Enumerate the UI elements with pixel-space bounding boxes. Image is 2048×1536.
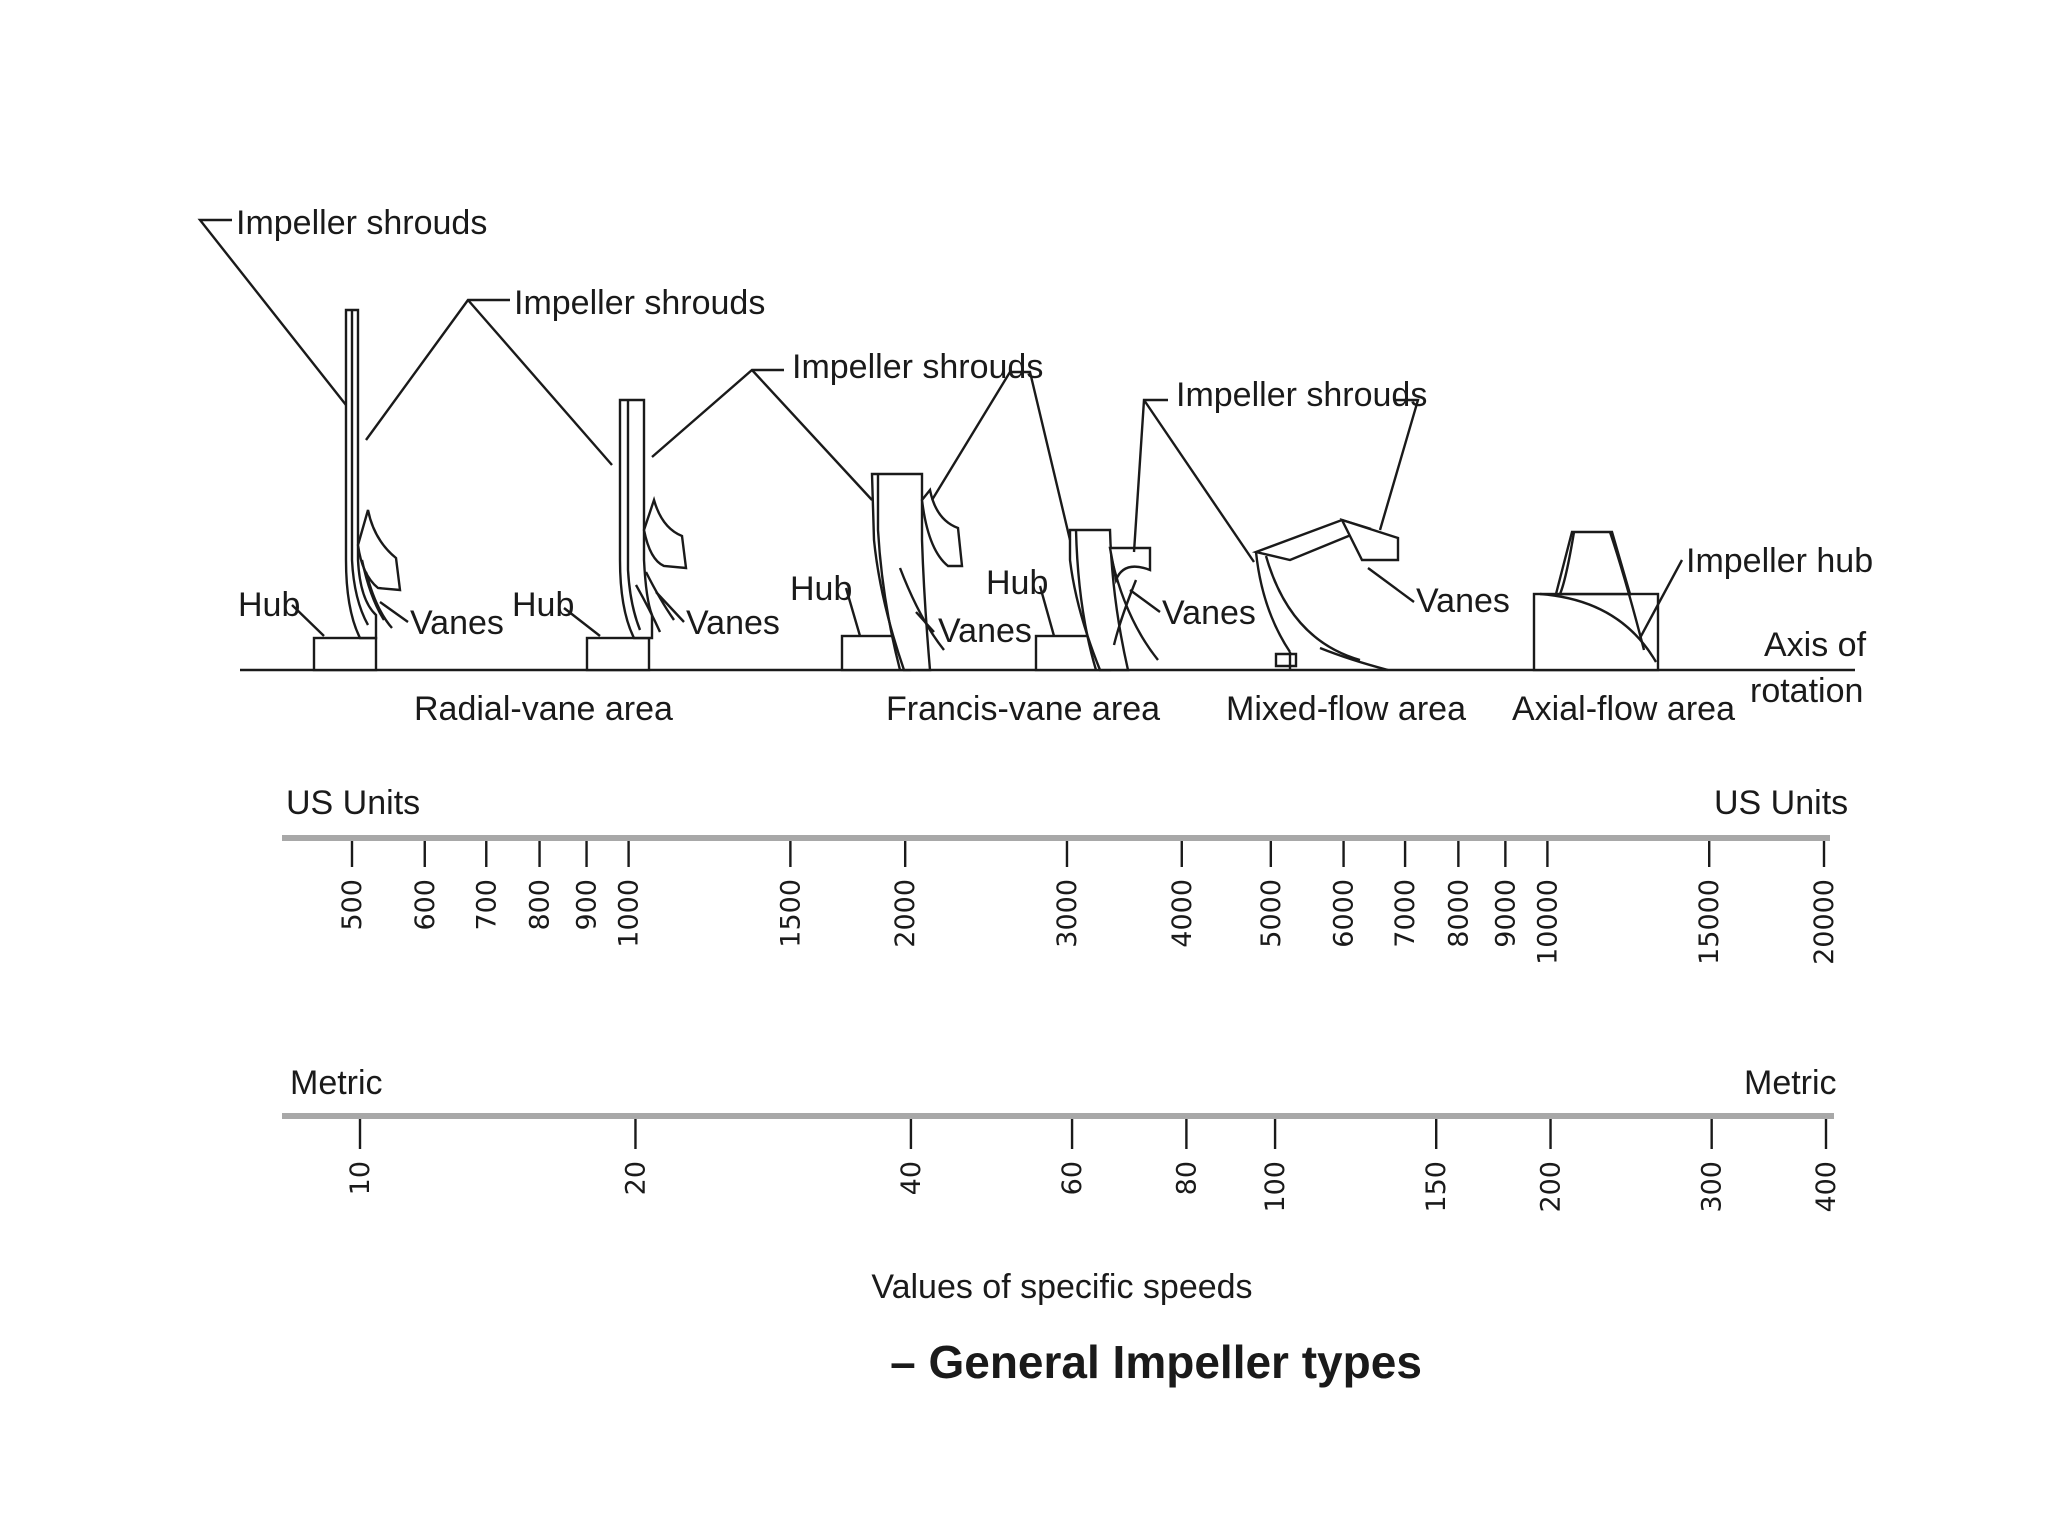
label-hub: Hub xyxy=(986,564,1048,602)
label-vanes: Vanes xyxy=(1162,594,1256,632)
area-axial-flow: Axial-flow area xyxy=(1512,690,1735,728)
us-units-label-right: US Units xyxy=(1714,784,1848,822)
area-radial-vane: Radial-vane area xyxy=(414,690,673,728)
scale-tick-label: 5000 xyxy=(1256,879,1287,948)
label-vanes: Vanes xyxy=(686,604,780,642)
scale-tick-label: 150 xyxy=(1421,1161,1452,1213)
label-vanes: Vanes xyxy=(1416,582,1510,620)
impeller-radial-2 xyxy=(585,398,688,672)
label-hub: Hub xyxy=(238,586,300,624)
scale-tick-label: 10000 xyxy=(1532,879,1563,965)
scale-tick-label: 40 xyxy=(896,1161,927,1195)
scale-tick-label: 500 xyxy=(337,879,368,931)
scale-tick-label: 300 xyxy=(1697,1161,1728,1213)
scale-tick-label: 800 xyxy=(525,879,556,931)
label-impeller-shrouds: Impeller shrouds xyxy=(1176,376,1427,414)
label-impeller-shrouds: Impeller shrouds xyxy=(514,284,765,322)
scale-tick-label: 1500 xyxy=(775,879,806,948)
us-units-label-left: US Units xyxy=(286,784,420,822)
metric-ticks: 10 20 40 60 80 100 150 200 300 400 xyxy=(345,1119,1842,1213)
label-impeller-shrouds: Impeller shrouds xyxy=(236,204,487,242)
scale-tick-label: 700 xyxy=(471,879,502,931)
impeller-francis-wide xyxy=(1034,528,1159,672)
scale-tick-label: 3000 xyxy=(1052,879,1083,948)
label-vanes: Vanes xyxy=(938,612,1032,650)
scale-tick-label: 8000 xyxy=(1443,879,1474,948)
metric-label-right: Metric xyxy=(1744,1064,1837,1102)
label-hub: Hub xyxy=(790,570,852,608)
impeller-axial-flow xyxy=(1532,530,1660,672)
label-axis-of: Axis of xyxy=(1764,626,1867,664)
scale-tick-label: 9000 xyxy=(1490,879,1521,948)
label-rotation: rotation xyxy=(1750,672,1863,710)
scale-tick-label: 6000 xyxy=(1329,879,1360,948)
scale-tick-label: 4000 xyxy=(1167,879,1198,948)
scale-tick-label: 20000 xyxy=(1809,879,1840,965)
scale-tick-label: 400 xyxy=(1811,1161,1842,1213)
scale-tick-label: 20 xyxy=(620,1161,651,1195)
leader-lines xyxy=(197,218,1684,639)
impeller-francis xyxy=(840,472,964,672)
label-impeller-shrouds: Impeller shrouds xyxy=(792,348,1043,386)
scale-tick-label: 900 xyxy=(572,879,603,931)
scale-tick-label: 15000 xyxy=(1694,879,1725,965)
area-francis-vane: Francis-vane area xyxy=(886,690,1160,728)
impeller-radial-1 xyxy=(312,308,402,672)
impeller-mixed-flow xyxy=(1251,517,1400,672)
scale-tick-label: 10 xyxy=(345,1161,376,1195)
label-vanes: Vanes xyxy=(410,604,504,642)
label-impeller-hub: Impeller hub xyxy=(1686,542,1873,580)
scale-tick-label: 2000 xyxy=(890,879,921,948)
scale-tick-label: 200 xyxy=(1536,1161,1567,1213)
scale-tick-label: 7000 xyxy=(1390,879,1421,948)
scale-tick-label: 60 xyxy=(1057,1161,1088,1195)
figure-title: – General Impeller types xyxy=(890,1336,1422,1388)
scale-tick-label: 100 xyxy=(1260,1161,1291,1213)
scale-tick-label: 80 xyxy=(1171,1161,1202,1195)
area-mixed-flow: Mixed-flow area xyxy=(1226,690,1466,728)
scale-tick-label: 600 xyxy=(410,879,441,931)
caption-specific-speeds: Values of specific speeds xyxy=(871,1268,1252,1306)
us-units-ticks: 500 600 700 800 900 1000 1500 2000 3000 4000 5000 6… xyxy=(337,841,1840,965)
metric-label-left: Metric xyxy=(290,1064,383,1102)
scale-tick-label: 1000 xyxy=(614,879,645,948)
label-hub: Hub xyxy=(512,586,574,624)
